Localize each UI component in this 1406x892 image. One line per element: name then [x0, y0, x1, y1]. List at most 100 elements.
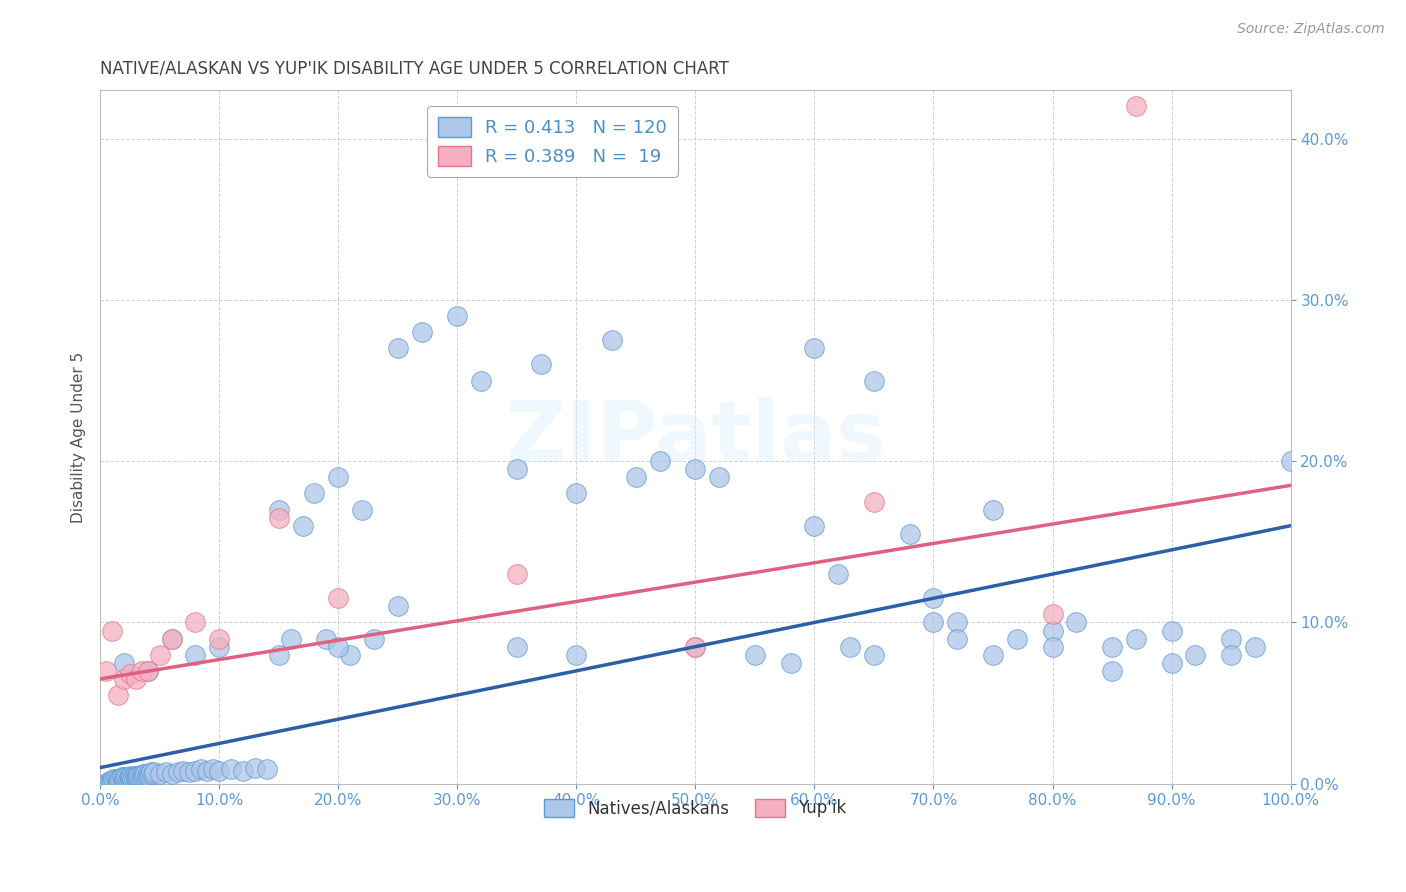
Point: [803, 518, 825, 533]
Point: [112, 770, 135, 784]
Point: [131, 664, 153, 678]
Point: [107, 688, 129, 702]
Point: [141, 765, 163, 780]
Point: [922, 591, 945, 606]
Point: [94, 777, 117, 791]
Point: [267, 502, 290, 516]
Y-axis label: Disability Age Under 5: Disability Age Under 5: [72, 351, 86, 523]
Point: [94, 664, 117, 678]
Point: [267, 648, 290, 662]
Point: [107, 772, 129, 786]
Point: [142, 765, 165, 780]
Point: [111, 773, 134, 788]
Point: [125, 772, 148, 786]
Point: [232, 764, 254, 778]
Point: [779, 656, 801, 670]
Point: [350, 502, 373, 516]
Point: [339, 648, 361, 662]
Point: [1220, 648, 1243, 662]
Point: [863, 374, 886, 388]
Point: [506, 640, 529, 654]
Point: [600, 333, 623, 347]
Point: [243, 761, 266, 775]
Point: [1101, 640, 1123, 654]
Point: [166, 765, 188, 780]
Point: [1125, 632, 1147, 646]
Point: [155, 765, 177, 780]
Point: [685, 640, 707, 654]
Point: [114, 772, 136, 786]
Point: [387, 599, 409, 614]
Point: [105, 775, 128, 789]
Point: [981, 648, 1004, 662]
Point: [565, 486, 588, 500]
Point: [981, 502, 1004, 516]
Point: [149, 648, 172, 662]
Point: [1160, 624, 1182, 638]
Point: [256, 762, 278, 776]
Point: [118, 667, 141, 681]
Point: [304, 486, 326, 500]
Point: [709, 470, 731, 484]
Point: [1101, 664, 1123, 678]
Point: [103, 772, 125, 786]
Point: [107, 773, 129, 788]
Point: [827, 567, 849, 582]
Point: [190, 762, 212, 776]
Point: [134, 769, 156, 783]
Point: [184, 615, 207, 630]
Point: [101, 624, 124, 638]
Point: [363, 632, 385, 646]
Point: [118, 769, 141, 783]
Point: [506, 462, 529, 476]
Point: [125, 769, 148, 783]
Point: [136, 664, 159, 678]
Point: [149, 767, 172, 781]
Point: [101, 773, 124, 788]
Point: [129, 770, 152, 784]
Point: [1220, 632, 1243, 646]
Point: [411, 325, 433, 339]
Point: [506, 567, 529, 582]
Point: [138, 769, 160, 783]
Point: [104, 772, 127, 786]
Point: [124, 769, 146, 783]
Point: [839, 640, 862, 654]
Point: [127, 770, 149, 784]
Point: [179, 765, 201, 780]
Point: [136, 664, 159, 678]
Point: [328, 470, 350, 484]
Point: [1066, 615, 1088, 630]
Point: [118, 772, 141, 786]
Point: [1125, 99, 1147, 113]
Point: [103, 773, 125, 788]
Point: [1244, 640, 1267, 654]
Point: [685, 640, 707, 654]
Point: [98, 773, 121, 788]
Point: [946, 632, 969, 646]
Point: [112, 772, 135, 786]
Point: [1042, 607, 1064, 622]
Point: [470, 374, 492, 388]
Point: [685, 462, 707, 476]
Point: [125, 672, 148, 686]
Point: [160, 632, 183, 646]
Point: [131, 769, 153, 783]
Point: [328, 640, 350, 654]
Point: [160, 767, 183, 781]
Point: [135, 769, 157, 783]
Point: [1184, 648, 1206, 662]
Point: [922, 615, 945, 630]
Text: Source: ZipAtlas.com: Source: ZipAtlas.com: [1237, 22, 1385, 37]
Point: [134, 767, 156, 781]
Point: [315, 632, 337, 646]
Point: [803, 341, 825, 355]
Point: [128, 769, 150, 783]
Text: NATIVE/ALASKAN VS YUP'IK DISABILITY AGE UNDER 5 CORRELATION CHART: NATIVE/ALASKAN VS YUP'IK DISABILITY AGE …: [100, 60, 728, 78]
Point: [125, 770, 148, 784]
Point: [208, 764, 231, 778]
Point: [110, 770, 132, 784]
Point: [184, 764, 207, 778]
Point: [160, 632, 183, 646]
Point: [267, 510, 290, 524]
